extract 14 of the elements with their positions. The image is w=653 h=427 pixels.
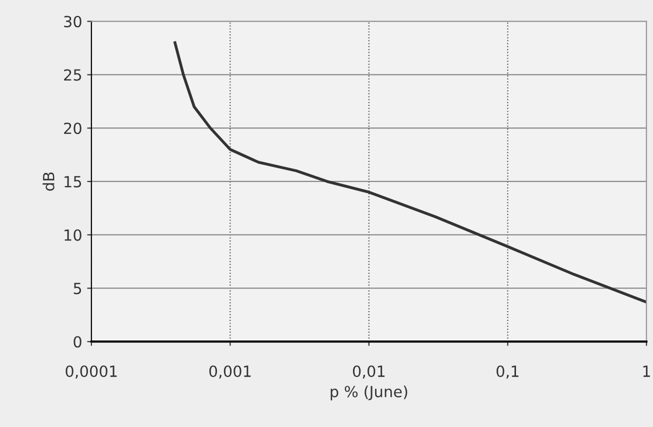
x-axis-title: p % (June) — [330, 386, 408, 400]
x-tick-label: 1 — [643, 366, 650, 377]
y-tick-label: 30 — [64, 16, 82, 28]
y-tick-label: 15 — [64, 176, 82, 188]
x-tick-label: 0,0001 — [66, 365, 117, 379]
y-tick-label: 25 — [64, 69, 82, 81]
y-tick-label: 10 — [64, 229, 82, 241]
y-tick-label: 20 — [64, 122, 82, 134]
x-tick-label: 0,01 — [352, 365, 385, 379]
y-tick-label: 5 — [74, 282, 82, 294]
x-tick-label: 0,001 — [209, 365, 251, 379]
x-tick-label: 0,1 — [496, 365, 518, 379]
y-tick-label: 0 — [74, 336, 82, 348]
y-axis-title: dB — [42, 172, 54, 191]
